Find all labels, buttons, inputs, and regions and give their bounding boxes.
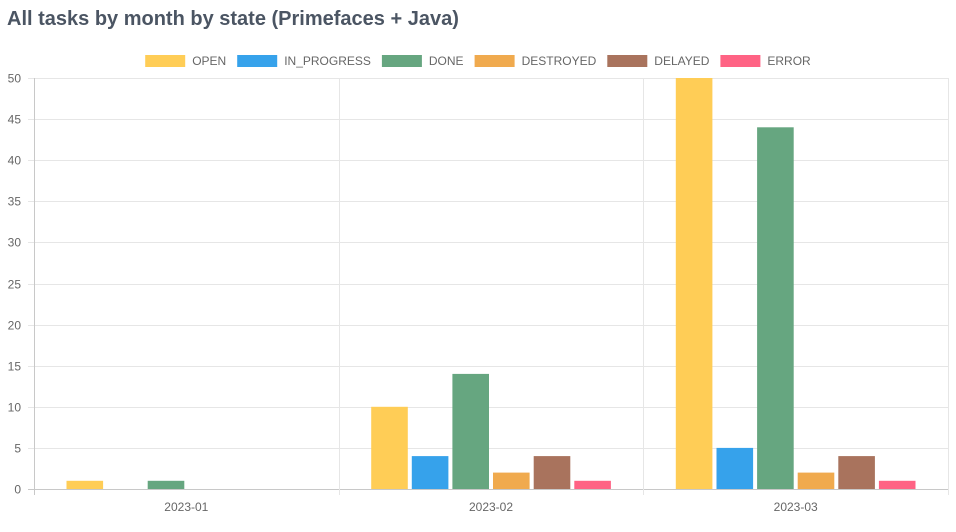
legend-swatch — [607, 55, 648, 67]
bar-destroyed[interactable] — [797, 472, 835, 489]
bar-delayed[interactable] — [533, 456, 571, 489]
y-tick-label: 15 — [8, 360, 22, 374]
legend-item-open[interactable]: OPEN — [145, 54, 226, 68]
x-tick-label: 2023-03 — [774, 500, 818, 514]
y-tick-label: 50 — [8, 72, 22, 86]
bar-in-progress[interactable] — [411, 456, 449, 489]
bar-error[interactable] — [574, 480, 611, 489]
legend-item-error[interactable]: ERROR — [720, 54, 811, 68]
bar-done[interactable] — [452, 373, 489, 489]
y-tick-label: 40 — [8, 154, 22, 168]
y-tick-label: 45 — [8, 113, 22, 127]
y-tick-label: 20 — [8, 319, 22, 333]
legend-item-destroyed[interactable]: DESTROYED — [474, 54, 597, 68]
legend-swatch — [474, 55, 515, 67]
legend-item-in-progress[interactable]: IN_PROGRESS — [237, 54, 371, 68]
x-tick-label: 2023-02 — [469, 500, 513, 514]
legend-swatch — [381, 55, 422, 67]
legend-label: DELAYED — [654, 54, 709, 68]
bar-open[interactable] — [675, 78, 713, 489]
y-tick-label: 0 — [14, 483, 21, 497]
legend-swatch — [145, 55, 186, 67]
bars — [66, 78, 916, 490]
legend-label: DESTROYED — [522, 54, 597, 68]
y-tick-label: 10 — [8, 401, 22, 415]
legend-item-done[interactable]: DONE — [381, 54, 464, 68]
bar-done[interactable] — [147, 480, 185, 489]
grid-lines — [28, 78, 949, 495]
legend-swatch — [720, 55, 761, 67]
legend[interactable]: OPEN IN_PROGRESS DONE DESTROYED DELAYED ERROR — [145, 54, 811, 68]
axes: 0 5 10 15 20 25 30 35 40 45 50 2023-01 2023-02 2023-0… — [8, 72, 818, 515]
bar-in-progress[interactable] — [716, 447, 754, 489]
legend-label: ERROR — [767, 54, 811, 68]
legend-label: DONE — [429, 54, 464, 68]
y-tick-label: 25 — [8, 278, 22, 292]
bar-open[interactable] — [66, 480, 104, 489]
legend-item-delayed[interactable]: DELAYED — [607, 54, 710, 68]
legend-label: OPEN — [192, 54, 226, 68]
y-tick-label: 30 — [8, 236, 22, 250]
x-tick-label: 2023-01 — [164, 500, 208, 514]
page-title: All tasks by month by state (Primefaces … — [7, 8, 459, 30]
bar-done[interactable] — [757, 127, 794, 490]
bar-error[interactable] — [878, 480, 916, 489]
bar-delayed[interactable] — [838, 456, 875, 489]
bar-destroyed[interactable] — [493, 472, 530, 489]
legend-swatch — [237, 55, 278, 67]
bar-open[interactable] — [371, 406, 408, 489]
legend-label: IN_PROGRESS — [284, 54, 371, 68]
y-tick-label: 5 — [14, 442, 21, 456]
y-tick-label: 35 — [8, 195, 22, 209]
